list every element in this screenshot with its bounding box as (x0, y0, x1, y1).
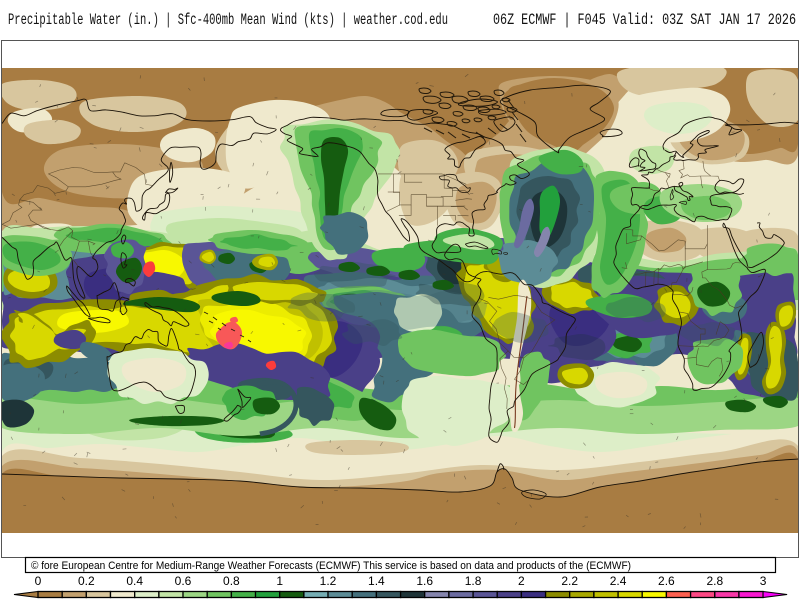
svg-text:0.8: 0.8 (223, 574, 240, 588)
svg-text:Precipitable Water (in.) | Sfc: Precipitable Water (in.) | Sfc-400mb Mea… (8, 11, 448, 29)
svg-text:3: 3 (760, 574, 767, 588)
svg-text:0.4: 0.4 (126, 574, 143, 588)
svg-text:1: 1 (276, 574, 283, 588)
svg-text:© fore European Centre for Med: © fore European Centre for Medium-Range … (31, 560, 631, 572)
svg-text:1.4: 1.4 (368, 574, 385, 588)
svg-text:2.4: 2.4 (610, 574, 627, 588)
svg-text:1.8: 1.8 (465, 574, 482, 588)
svg-text:1.6: 1.6 (416, 574, 433, 588)
svg-text:0.6: 0.6 (175, 574, 192, 588)
svg-text:0.2: 0.2 (78, 574, 95, 588)
svg-text:0: 0 (35, 574, 42, 588)
svg-text:2.2: 2.2 (561, 574, 578, 588)
svg-text:2.6: 2.6 (658, 574, 675, 588)
svg-text:2.8: 2.8 (706, 574, 723, 588)
svg-text:2: 2 (518, 574, 525, 588)
svg-text:1.2: 1.2 (320, 574, 337, 588)
svg-text:06Z ECMWF | F045 Valid: 03Z SA: 06Z ECMWF | F045 Valid: 03Z SAT JAN 17 2… (493, 11, 796, 29)
